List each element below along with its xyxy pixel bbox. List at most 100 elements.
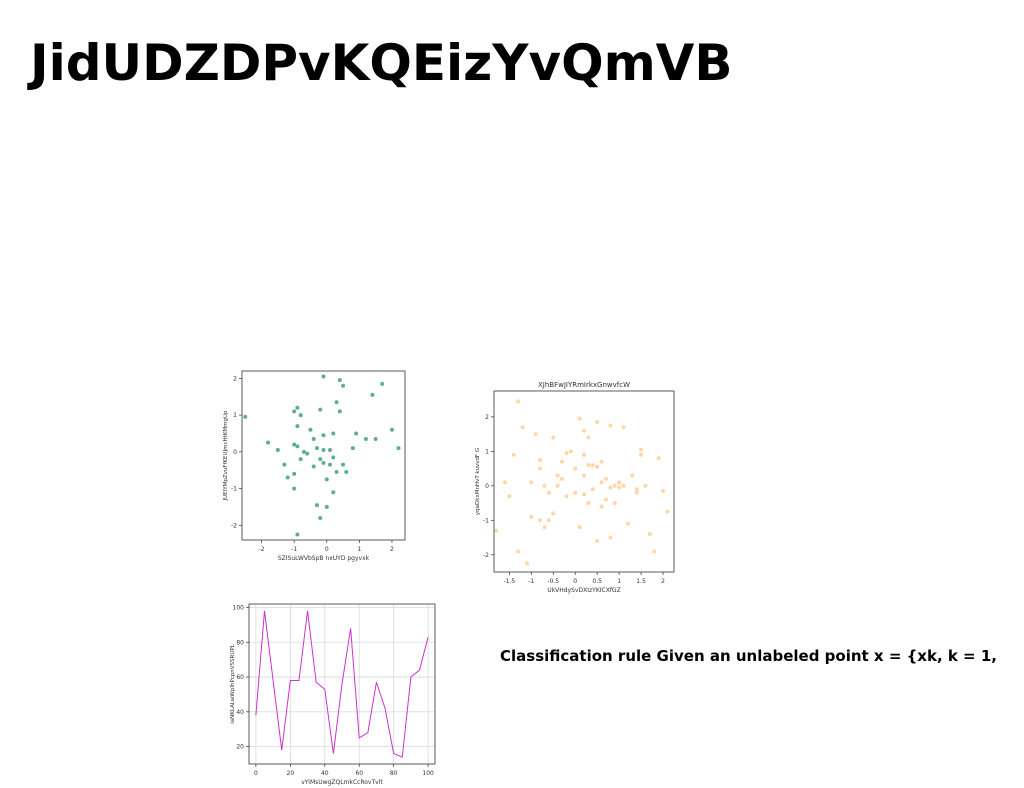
scatter-point: [363, 436, 368, 441]
y-tick-label: 40: [236, 709, 244, 716]
scatter-point: [573, 490, 578, 495]
scatter-point: [298, 457, 303, 462]
x-tick-label: 0.5: [592, 578, 602, 585]
scatter-point: [298, 413, 303, 418]
y-tick-label: 100: [233, 604, 245, 611]
scatter-point: [546, 490, 551, 495]
scatter-point: [337, 378, 342, 383]
scatter-point: [564, 494, 569, 499]
scatter-point: [568, 449, 573, 454]
scatter-point: [608, 423, 613, 428]
x-tick-label: 60: [355, 770, 363, 777]
scatter-point: [321, 374, 326, 379]
x-tick-label: 100: [422, 770, 434, 777]
scatter-point: [337, 409, 342, 414]
series-line: [255, 610, 429, 758]
scatter-point: [582, 473, 586, 478]
scatter-point: [311, 436, 316, 441]
scatter-point: [599, 480, 604, 485]
x-tick-label: -1: [291, 546, 297, 553]
scatter-point: [634, 487, 639, 492]
plot-frame: [248, 603, 436, 765]
plot-frame: [241, 370, 406, 541]
scatter-point: [590, 487, 595, 492]
scatter-point: [331, 455, 336, 460]
scatter-point: [538, 466, 543, 471]
x-tick-label: 20: [287, 770, 295, 777]
y-tick-label: 20: [236, 744, 244, 751]
scatter-point: [341, 383, 346, 388]
scatter-point: [292, 409, 297, 414]
scatter-point: [389, 427, 394, 432]
scatter-point: [511, 452, 516, 457]
scatter-point: [630, 473, 635, 478]
scatter-point: [318, 457, 323, 462]
scatter-point: [516, 549, 521, 554]
scatter-point: [582, 428, 586, 433]
scatter-point: [546, 518, 551, 523]
scatter-point: [350, 446, 355, 451]
y-axis-label: yqaDkxMnHvT kuvvdF G: [475, 448, 481, 515]
scatter-point: [621, 425, 626, 430]
scatter-point: [586, 435, 591, 440]
scatter-point: [595, 464, 600, 469]
scatter-point: [314, 446, 319, 451]
scatter-point: [542, 483, 547, 488]
x-tick-label: 1: [617, 578, 621, 585]
scatter-point: [321, 433, 326, 438]
scatter-point: [551, 511, 556, 516]
plot-frame: [493, 390, 675, 573]
scatter-point: [564, 451, 569, 456]
scatter-point: [643, 483, 648, 488]
x-tick-label: 1.5: [636, 578, 646, 585]
x-tick-label: -2: [259, 546, 265, 553]
scatter-point: [577, 416, 582, 421]
y-tick-label: -2: [483, 552, 489, 559]
scatter-point: [608, 535, 613, 540]
scatter-point: [595, 538, 600, 543]
scatter-point: [639, 452, 644, 457]
scatter-chart-left: -2 -1 0 1 2 -2 -1 0 1 2 SZISuLWVbSpB nxUYD pgyvxk J…: [223, 370, 406, 562]
x-tick-label: 0: [573, 578, 577, 585]
scatter-point: [612, 501, 617, 506]
x-tick-label: 40: [321, 770, 329, 777]
scatter-point: [647, 532, 652, 537]
scatter-point: [318, 407, 323, 412]
scatter-point: [595, 420, 600, 425]
scatter-point: [305, 451, 310, 456]
x-tick-label: -0.5: [547, 578, 559, 585]
scatter-point: [295, 532, 300, 537]
scatter-point: [308, 427, 313, 432]
y-tick-label: 1: [485, 448, 489, 455]
scatter-point: [502, 480, 507, 485]
scatter-point: [282, 462, 287, 467]
x-tick-label: -1.5: [504, 578, 516, 585]
y-tick-label: 80: [236, 639, 244, 646]
scatter-point: [625, 521, 630, 526]
scatter-point: [590, 463, 595, 468]
x-tick-label: 1: [357, 546, 361, 553]
y-tick-label: 0: [233, 449, 237, 456]
x-tick-label: 2: [661, 578, 665, 585]
y-tick-label: 2: [233, 375, 237, 382]
scatter-point: [533, 432, 538, 437]
y-tick-label: -1: [231, 486, 237, 493]
scatter-point: [652, 549, 657, 554]
scatter-point: [396, 446, 401, 451]
scatter-point: [560, 459, 565, 464]
scatter-point: [301, 449, 306, 454]
scatter-point: [612, 483, 617, 488]
scatter-point: [344, 470, 349, 475]
y-tick-label: 1: [233, 412, 237, 419]
scatter-point: [538, 518, 543, 523]
scatter-point: [314, 503, 319, 508]
x-tick-label: -1: [528, 578, 534, 585]
scatter-point: [321, 447, 326, 452]
scatter-chart-right: -1.5 -1 -0.5 0 0.5 1 1.5 2 -2 -1 0 1 2 UkVHdySvDXIzYK…: [475, 381, 675, 594]
scatter-point: [573, 466, 578, 471]
scatter-point: [617, 480, 622, 485]
scatter-point: [292, 442, 297, 447]
scatter-point: [551, 435, 556, 440]
x-axis-label: SZISuLWVbSpB nxUYD pgyvxk: [278, 555, 370, 562]
scatter-point: [380, 381, 385, 386]
